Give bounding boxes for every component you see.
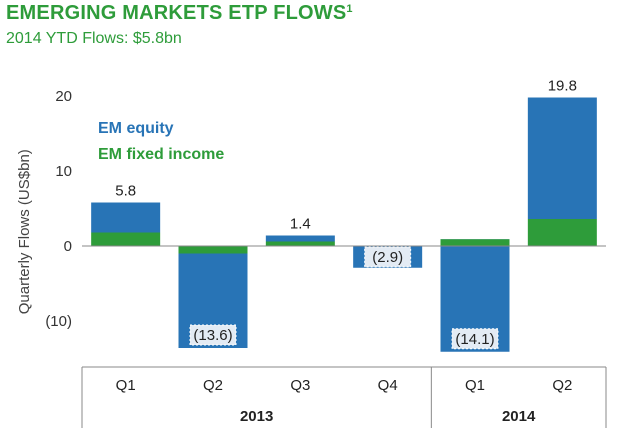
y-tick-label: (10) bbox=[45, 313, 72, 330]
legend-em-equity: EM equity bbox=[98, 120, 174, 137]
bar-total-label-box bbox=[189, 324, 237, 346]
bar-em-fixed-income bbox=[440, 239, 510, 246]
plot-area: Quarterly Flows (US$bn) 20 10 0 (10) 5.8 Q1 (13… bbox=[16, 78, 607, 428]
y-tick-label: 10 bbox=[55, 163, 72, 180]
bar-em-equity bbox=[91, 202, 161, 233]
bar-em-fixed-income bbox=[178, 246, 248, 254]
bar-total-label: 5.8 bbox=[115, 183, 136, 200]
bar-em-fixed-income bbox=[91, 232, 161, 246]
bar-total-label: (14.1) bbox=[455, 331, 494, 348]
x-tick-label: Q3 bbox=[290, 377, 310, 394]
bar-em-equity bbox=[527, 97, 597, 219]
bar-total-label-box bbox=[364, 246, 412, 268]
y-tick-label: 0 bbox=[64, 238, 72, 255]
bar-em-equity bbox=[265, 235, 335, 242]
bar-total-label: 1.4 bbox=[290, 216, 311, 233]
x-tick-label: Q1 bbox=[116, 377, 136, 394]
x-tick-label: Q2 bbox=[203, 377, 223, 394]
bar-total-label-box bbox=[451, 328, 499, 350]
bar-total-label: (13.6) bbox=[193, 327, 232, 344]
chart-title-text: EMERGING MARKETS ETP FLOWS bbox=[6, 2, 347, 24]
bar-total-label: (2.9) bbox=[372, 249, 403, 266]
title-footnote-marker: 1 bbox=[346, 3, 353, 15]
chart-subtitle: 2014 YTD Flows: $5.8bn bbox=[6, 30, 182, 47]
bar-em-fixed-income bbox=[265, 241, 335, 246]
y-axis-label: Quarterly Flows (US$bn) bbox=[16, 149, 33, 314]
year-group-label: 2013 bbox=[240, 408, 273, 425]
y-tick-label: 20 bbox=[55, 88, 72, 105]
x-tick-label: Q2 bbox=[552, 377, 572, 394]
x-tick-label: Q1 bbox=[465, 377, 485, 394]
chart-title: EMERGING MARKETS ETP FLOWS1 bbox=[6, 2, 353, 25]
x-tick-label: Q4 bbox=[378, 377, 398, 394]
year-group-label: 2014 bbox=[502, 408, 536, 425]
legend-em-fixed-income: EM fixed income bbox=[98, 146, 224, 163]
bar-em-fixed-income bbox=[527, 219, 597, 246]
bar-total-label: 19.8 bbox=[548, 78, 577, 95]
